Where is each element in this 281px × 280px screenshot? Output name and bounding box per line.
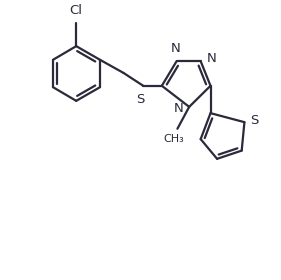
Text: S: S bbox=[136, 93, 145, 106]
Text: S: S bbox=[250, 114, 259, 127]
Text: CH₃: CH₃ bbox=[164, 134, 185, 144]
Text: N: N bbox=[170, 42, 180, 55]
Text: N: N bbox=[173, 102, 183, 115]
Text: N: N bbox=[207, 52, 216, 65]
Text: Cl: Cl bbox=[70, 4, 83, 17]
